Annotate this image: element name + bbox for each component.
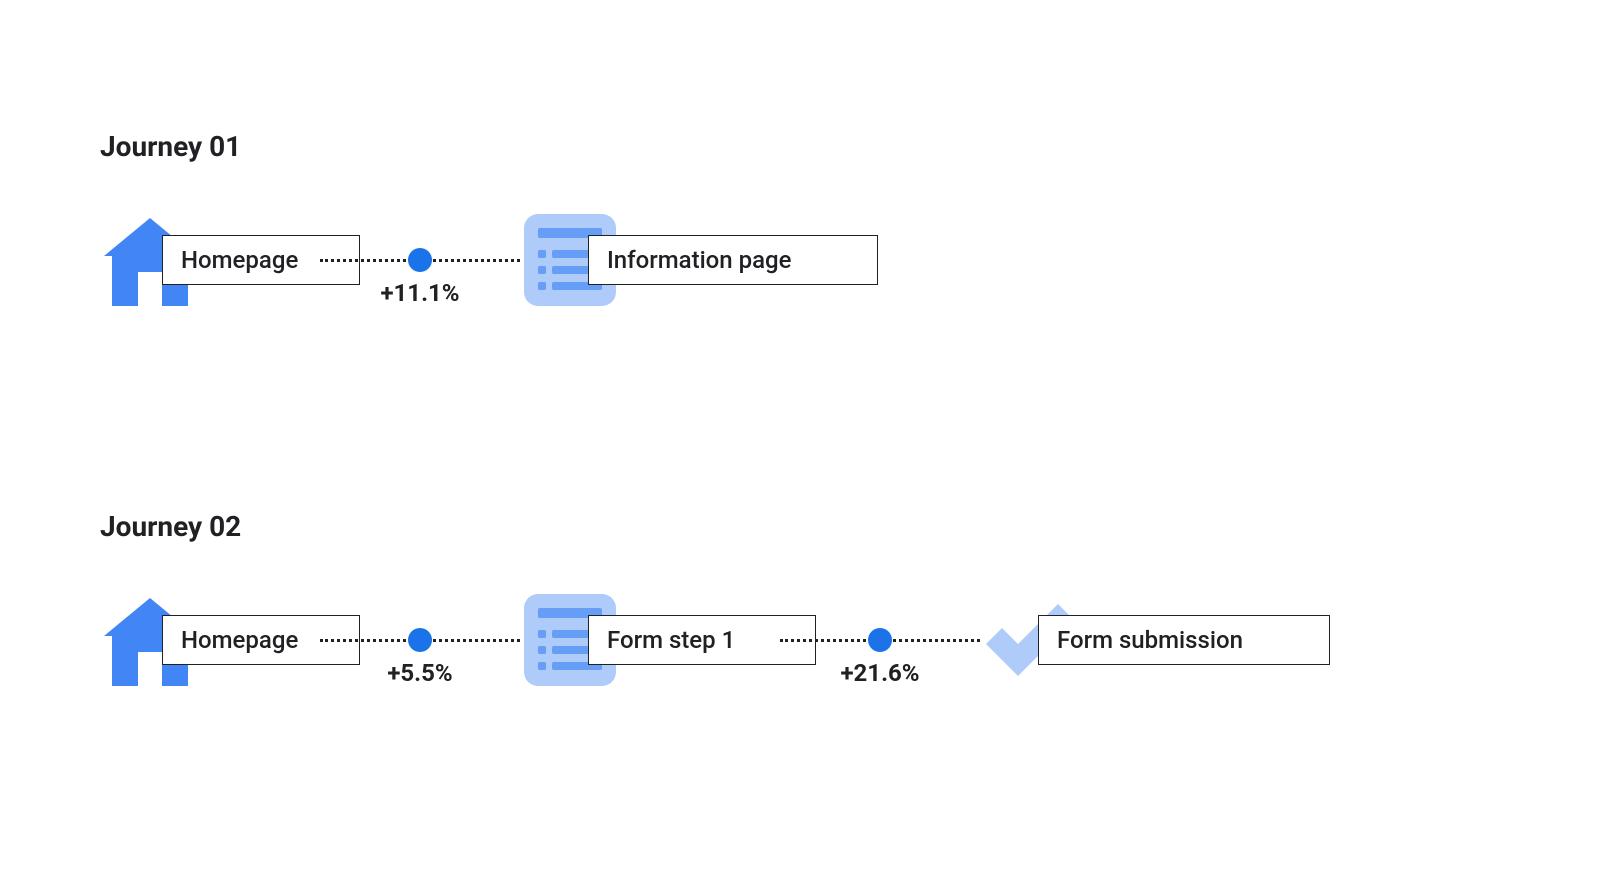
journey-connector: +5.5% [320,639,520,641]
connector-metric: +11.1% [380,279,459,307]
connector-metric: +21.6% [840,659,919,687]
step-label: Form submission [1038,615,1330,665]
journey-row: Homepage +5.5% Form step 1 +21.6% [100,590,1340,690]
journey-step: Form submission [980,590,1340,690]
journey-title: Journey 02 [100,510,241,543]
connector-dot-icon [408,628,432,652]
journey-row: Homepage +11.1% Information page [100,210,880,310]
journey-step: Information page [520,210,880,310]
connector-metric: +5.5% [387,659,452,687]
connector-dot-icon [408,248,432,272]
connector-dot-icon [868,628,892,652]
journey-connector: +21.6% [780,639,980,641]
journey-title: Journey 01 [100,130,241,163]
journey-connector: +11.1% [320,259,520,261]
journey-step: Form step 1 [520,590,820,690]
step-label: Information page [588,235,878,285]
